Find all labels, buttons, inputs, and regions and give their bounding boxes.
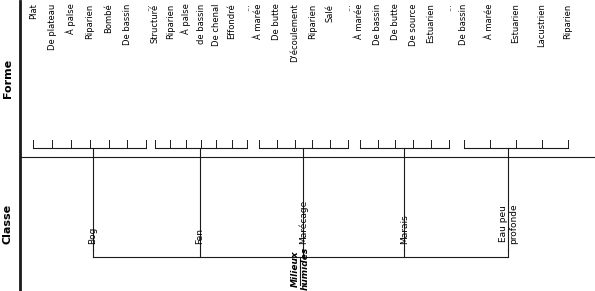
- Text: À palse: À palse: [180, 3, 191, 34]
- Text: Effondré: Effondré: [227, 3, 236, 39]
- Text: De bassin: De bassin: [373, 3, 382, 45]
- Text: Marais: Marais: [400, 214, 409, 244]
- Text: Bombé: Bombé: [104, 3, 113, 33]
- Text: À marée: À marée: [355, 3, 364, 39]
- Text: Riparien: Riparien: [563, 3, 572, 39]
- Text: ...: ...: [444, 3, 453, 11]
- Text: Salé: Salé: [325, 3, 334, 22]
- Text: Marécage: Marécage: [299, 200, 308, 244]
- Text: ...: ...: [243, 3, 252, 11]
- Text: Classe: Classe: [3, 204, 13, 244]
- Text: De plateau: De plateau: [48, 3, 57, 50]
- Text: ...: ...: [343, 3, 352, 11]
- Text: Fen: Fen: [195, 228, 204, 244]
- Text: Eau peu
profonde: Eau peu profonde: [499, 203, 518, 244]
- Text: Bog: Bog: [88, 227, 97, 244]
- Text: À marée: À marée: [255, 3, 264, 39]
- Text: Forme: Forme: [3, 59, 13, 98]
- Text: de bassin: de bassin: [196, 3, 205, 44]
- Text: De bassin: De bassin: [123, 3, 132, 45]
- Text: De chenal: De chenal: [212, 3, 221, 46]
- Text: D'écoulement: D'écoulement: [290, 3, 299, 62]
- Text: De bassin: De bassin: [459, 3, 468, 45]
- Text: Structuré: Structuré: [151, 3, 159, 43]
- Text: Estuarien: Estuarien: [427, 3, 436, 43]
- Text: De butte: De butte: [391, 3, 400, 40]
- Text: À marée: À marée: [485, 3, 494, 39]
- Text: Milieux
humides: Milieux humides: [291, 247, 310, 290]
- Text: ...: ...: [142, 3, 151, 11]
- Text: De source: De source: [409, 3, 418, 46]
- Text: Riparien: Riparien: [85, 3, 94, 39]
- Text: Lacustrien: Lacustrien: [537, 3, 546, 47]
- Text: De butte: De butte: [273, 3, 281, 40]
- Text: Estuarien: Estuarien: [511, 3, 520, 43]
- Text: À palse: À palse: [65, 3, 76, 34]
- Text: Riparien: Riparien: [166, 3, 175, 39]
- Text: Riparien: Riparien: [308, 3, 317, 39]
- Text: Plat: Plat: [29, 3, 38, 19]
